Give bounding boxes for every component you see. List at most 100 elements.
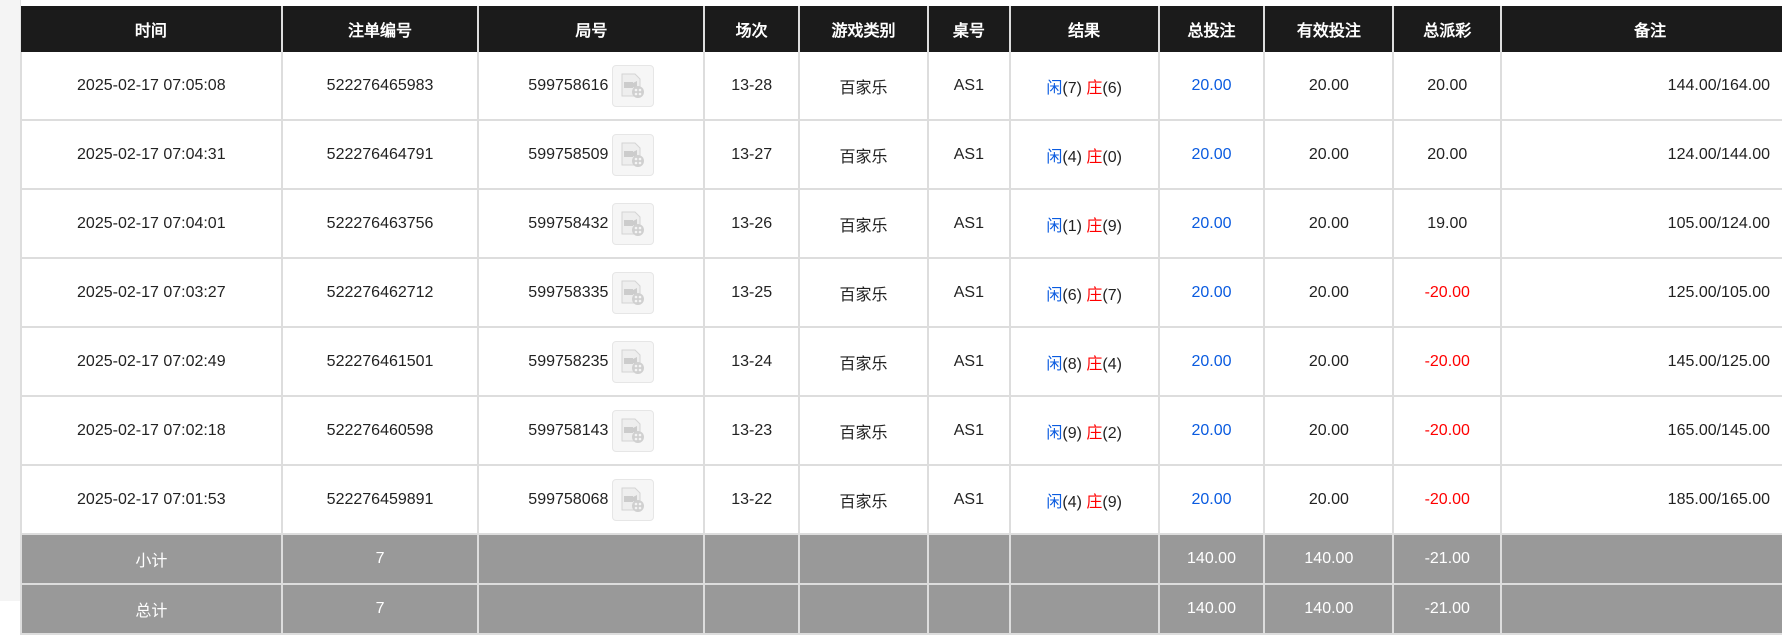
valid-bet-cell: 20.00	[1263, 120, 1395, 190]
player-score: (4)	[1062, 493, 1082, 511]
round-no-cell: 599758616	[477, 52, 706, 121]
round-no-cell: 599758335	[477, 258, 706, 328]
total-payout-cell: 20.00	[1392, 120, 1503, 190]
session-cell: 13-28	[703, 52, 801, 121]
game-type-cell: 百家乐	[798, 258, 929, 328]
order-no-cell: 522276462712	[280, 258, 480, 328]
player-label: 闲	[1046, 217, 1063, 235]
video-replay-icon[interactable]	[612, 478, 655, 521]
player-score: (6)	[1062, 286, 1082, 304]
player-label: 闲	[1046, 148, 1063, 166]
table-header: 时间 注单编号 局号 场次 游戏类别 桌号 结果 总投注 有效投注 总派彩 备注	[21, 6, 1782, 52]
video-replay-icon[interactable]	[612, 133, 655, 176]
table-no-cell: AS1	[926, 258, 1011, 328]
header-order-no[interactable]: 注单编号	[281, 6, 480, 52]
header-table-no[interactable]: 桌号	[927, 6, 1011, 52]
player-score: (7)	[1062, 79, 1082, 97]
result-cell: 闲(6) 庄(7)	[1008, 258, 1160, 328]
summary-payout: -21.00	[1392, 534, 1503, 585]
banker-label: 庄	[1086, 148, 1103, 166]
banker-score: (9)	[1102, 217, 1122, 235]
game-type-cell: 百家乐	[798, 327, 929, 397]
header-game-type[interactable]: 游戏类别	[799, 6, 929, 52]
round-no: 599758432	[528, 214, 609, 232]
valid-bet-cell: 20.00	[1263, 189, 1395, 259]
player-score: (9)	[1062, 424, 1082, 442]
total-payout-cell: 20.00	[1392, 52, 1503, 121]
valid-bet-cell: 20.00	[1263, 52, 1395, 121]
total-bet-cell: 20.00	[1157, 327, 1266, 397]
total-payout-cell: -20.00	[1392, 327, 1503, 397]
player-label: 闲	[1046, 286, 1063, 304]
remark-cell: 145.00/125.00	[1500, 327, 1782, 397]
time-cell: 2025-02-17 07:02:49	[20, 327, 283, 397]
valid-bet-cell: 20.00	[1263, 465, 1395, 535]
time-cell: 2025-02-17 07:01:53	[20, 465, 283, 535]
header-round-no[interactable]: 局号	[478, 6, 706, 52]
header-total-bet[interactable]: 总投注	[1158, 6, 1266, 52]
total-payout-cell: -20.00	[1392, 396, 1503, 466]
header-remark[interactable]: 备注	[1501, 6, 1782, 52]
session-cell: 13-25	[703, 258, 801, 328]
banker-score: (2)	[1102, 424, 1122, 442]
summary-valid-bet: 140.00	[1263, 534, 1395, 585]
round-no: 599758143	[528, 421, 609, 439]
result-cell: 闲(8) 庄(4)	[1008, 327, 1160, 397]
video-replay-icon[interactable]	[612, 271, 655, 314]
header-session[interactable]: 场次	[704, 6, 801, 52]
order-no-cell: 522276463756	[280, 189, 480, 259]
summary-label: 小计	[20, 534, 283, 585]
summary-bet: 140.00	[1157, 584, 1266, 635]
table-row: 2025-02-17 07:04:01 522276463756 5997584…	[20, 189, 1782, 259]
banker-label: 庄	[1086, 424, 1103, 442]
header-time[interactable]: 时间	[21, 6, 283, 52]
time-cell: 2025-02-17 07:04:01	[20, 189, 283, 259]
table-no-cell: AS1	[926, 120, 1011, 190]
round-no-cell: 599758068	[477, 465, 706, 535]
summary-payout: -21.00	[1392, 584, 1503, 635]
time-cell: 2025-02-17 07:05:08	[20, 52, 283, 121]
order-no-cell: 522276464791	[280, 120, 480, 190]
session-cell: 13-27	[703, 120, 801, 190]
video-replay-icon[interactable]	[612, 409, 655, 452]
time-cell: 2025-02-17 07:03:27	[20, 258, 283, 328]
video-replay-icon[interactable]	[612, 64, 655, 107]
table-no-cell: AS1	[926, 396, 1011, 466]
summary-count: 7	[280, 534, 480, 585]
banker-label: 庄	[1086, 286, 1103, 304]
player-score: (8)	[1062, 355, 1082, 373]
time-cell: 2025-02-17 07:02:18	[20, 396, 283, 466]
session-cell: 13-23	[703, 396, 801, 466]
result-cell: 闲(7) 庄(6)	[1008, 52, 1160, 121]
round-no: 599758335	[528, 283, 609, 301]
game-type-cell: 百家乐	[798, 52, 929, 121]
video-replay-icon[interactable]	[612, 202, 655, 245]
table-row: 2025-02-17 07:01:53 522276459891 5997580…	[20, 465, 1782, 535]
table-row: 2025-02-17 07:03:27 522276462712 5997583…	[20, 258, 1782, 328]
remark-cell: 144.00/164.00	[1500, 52, 1782, 121]
banker-label: 庄	[1086, 79, 1103, 97]
player-label: 闲	[1046, 79, 1063, 97]
round-no-cell: 599758432	[477, 189, 706, 259]
header-valid-bet[interactable]: 有效投注	[1264, 6, 1395, 52]
summary-count: 7	[280, 584, 480, 635]
round-no-cell: 599758143	[477, 396, 706, 466]
summary-valid-bet: 140.00	[1263, 584, 1395, 635]
banker-label: 庄	[1086, 493, 1103, 511]
summary-bet: 140.00	[1157, 534, 1266, 585]
header-result[interactable]: 结果	[1009, 6, 1160, 52]
result-cell: 闲(4) 庄(0)	[1008, 120, 1160, 190]
total-bet-cell: 20.00	[1157, 189, 1266, 259]
header-total-payout[interactable]: 总派彩	[1393, 6, 1503, 52]
remark-cell: 185.00/165.00	[1500, 465, 1782, 535]
video-replay-icon[interactable]	[612, 340, 655, 383]
time-cell: 2025-02-17 07:04:31	[20, 120, 283, 190]
player-label: 闲	[1046, 355, 1063, 373]
game-type-cell: 百家乐	[798, 189, 929, 259]
remark-cell: 105.00/124.00	[1500, 189, 1782, 259]
table-row: 2025-02-17 07:02:18 522276460598 5997581…	[20, 396, 1782, 466]
valid-bet-cell: 20.00	[1263, 258, 1395, 328]
valid-bet-cell: 20.00	[1263, 327, 1395, 397]
banker-score: (7)	[1102, 286, 1122, 304]
round-no: 599758616	[528, 76, 609, 94]
